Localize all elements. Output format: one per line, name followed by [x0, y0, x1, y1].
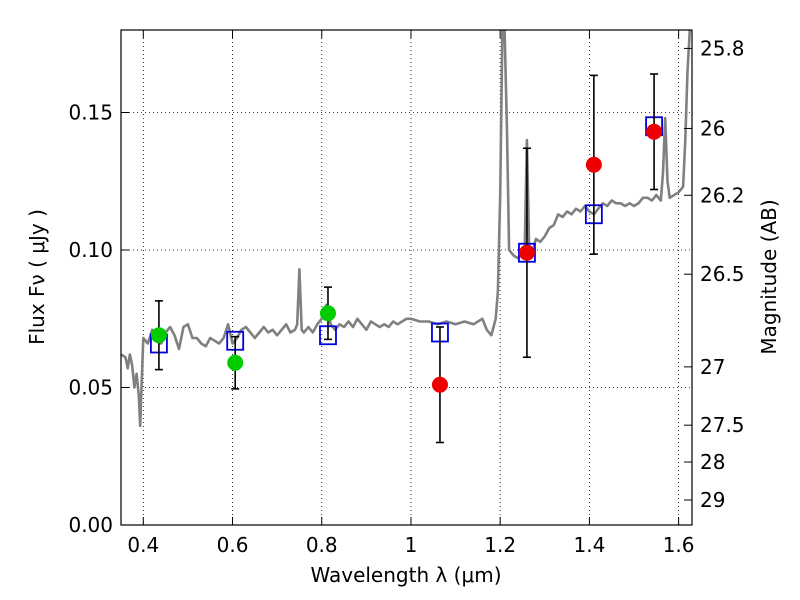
spectrum-layer: [121, 30, 692, 428]
observed-point: [646, 123, 663, 140]
y-tick-label: 0.10: [68, 238, 113, 262]
x-tick-label: 1.4: [573, 533, 605, 557]
y2-tick-label: 27.5: [700, 413, 745, 437]
observed-point: [431, 376, 448, 393]
ticks-layer: 0.4 0.6 0.8 1 1.2 1.4 1.6 0.00 0.05 0.10 0.15 25.8 2…: [68, 30, 745, 557]
observed-point: [227, 354, 244, 371]
observed-point: [585, 156, 602, 173]
markers-layer: [150, 73, 663, 444]
x-tick-label: 1.6: [663, 533, 695, 557]
x-axis-title: Wavelength λ (μm): [310, 563, 501, 587]
y2-tick-label: 26.5: [700, 262, 745, 286]
y-axis-title: Flux Fν ( μJy ): [25, 209, 49, 345]
x-tick-label: 0.6: [217, 533, 249, 557]
y-tick-label: 0.00: [68, 513, 113, 537]
y2-tick-label: 27: [700, 355, 725, 379]
y2-tick-label: 29: [700, 488, 725, 512]
x-tick-label: 0.4: [127, 533, 159, 557]
y-tick-label: 0.15: [68, 101, 113, 125]
observed-point: [518, 244, 535, 261]
y2-tick-label: 26: [700, 116, 725, 140]
spectrum-line: [121, 30, 692, 428]
x-tick-label: 1: [405, 533, 418, 557]
y2-tick-label: 26.2: [700, 183, 745, 207]
y-tick-label: 0.05: [68, 376, 113, 400]
y2-tick-label: 28: [700, 450, 725, 474]
y2-axis-title: Magnitude (AB): [757, 199, 781, 354]
x-tick-label: 1.2: [484, 533, 516, 557]
observed-point: [150, 327, 167, 344]
grid-lines: [121, 30, 692, 526]
plot-frame: [120, 29, 693, 526]
y2-tick-label: 25.8: [700, 36, 745, 60]
x-tick-label: 0.8: [306, 533, 338, 557]
observed-point: [319, 305, 336, 322]
